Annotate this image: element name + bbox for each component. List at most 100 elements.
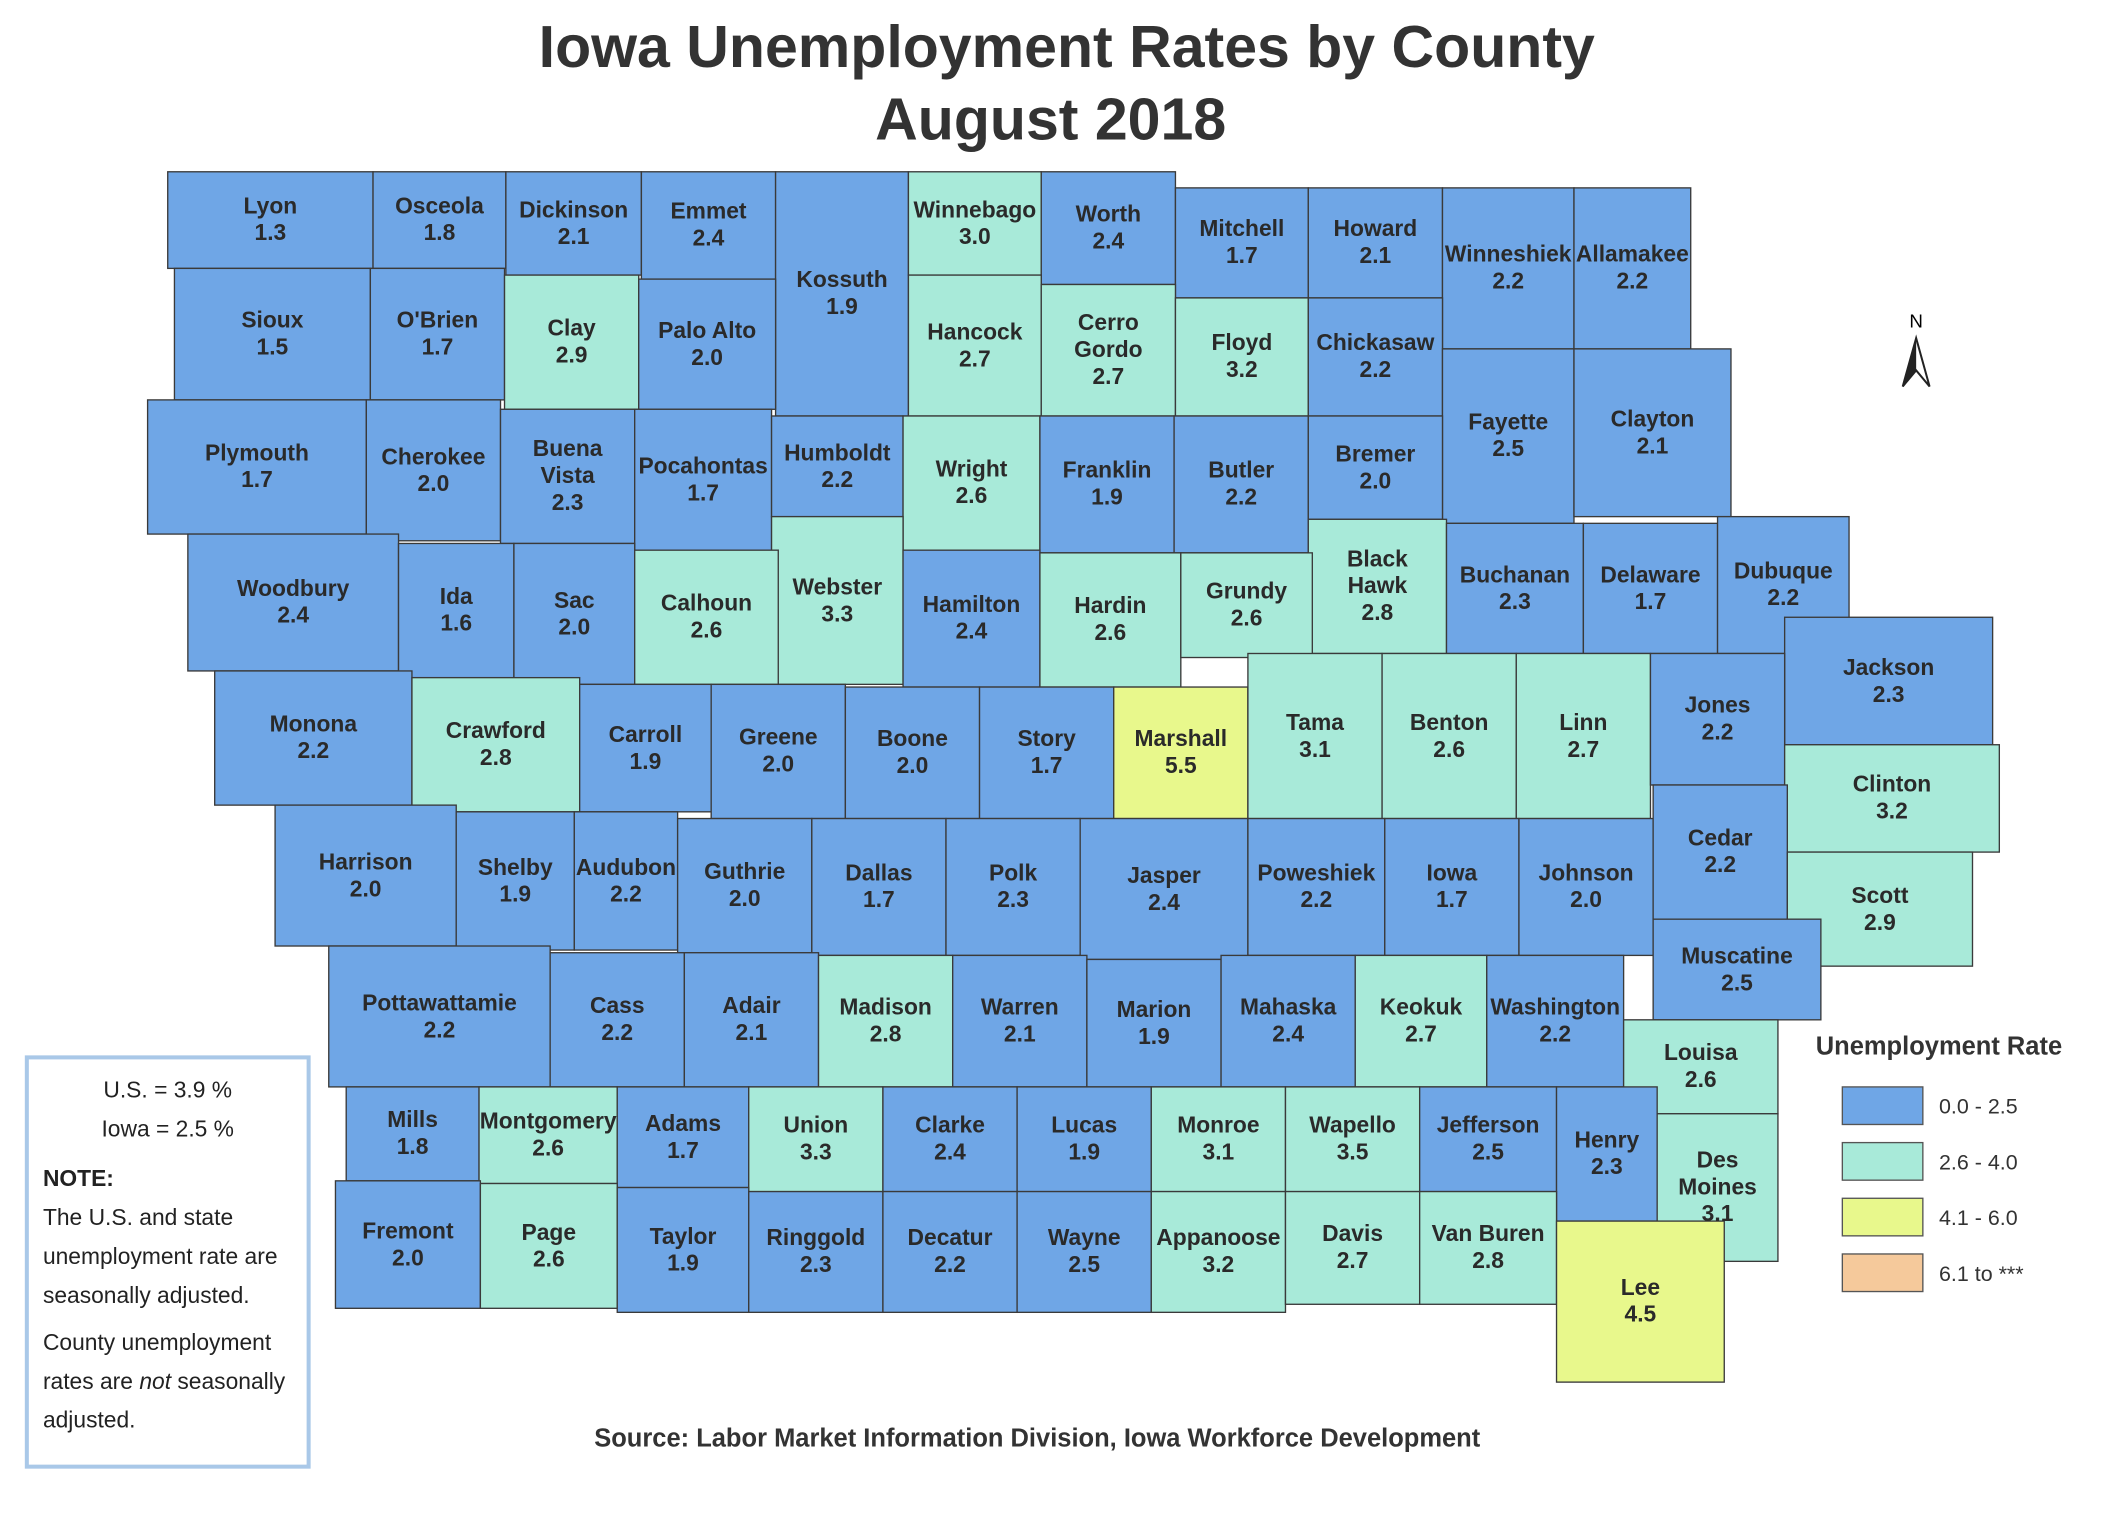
county [411, 676, 581, 813]
county-label-box: Adair 2.1 [664, 953, 838, 1087]
county [1384, 817, 1520, 957]
county-rate: 2.2 [1767, 585, 1800, 611]
county-label-box: Winneshiek 2.2 [1422, 188, 1594, 349]
county-label-box: Louisa 2.6 [1603, 1020, 1798, 1114]
county-rate: 4.5 [1624, 1301, 1657, 1328]
county-name: Delaware [1600, 561, 1701, 588]
county-rate: 2.0 [762, 751, 795, 777]
county-label-box: Monroe 3.1 [1131, 1087, 1305, 1192]
county-rate: 2.0 [1570, 886, 1602, 913]
county [573, 811, 679, 951]
county-name: Harrison [318, 848, 413, 875]
county [455, 811, 575, 951]
county [167, 171, 374, 270]
county [146, 399, 367, 535]
county [505, 171, 643, 276]
county-label-box: Page 2.6 [460, 1184, 637, 1309]
county-name: Warren [980, 994, 1059, 1020]
county-label-box: Madison 2.8 [798, 955, 972, 1087]
county-name: Greene [738, 724, 818, 751]
county [1555, 1220, 1725, 1383]
county [676, 817, 813, 954]
county-name: Pocahontas [638, 452, 768, 479]
county-name: Henry [1574, 1127, 1640, 1153]
county-name: Winneshiek [1444, 241, 1572, 268]
county-name: Dallas [845, 860, 913, 886]
county-rate: 2.2 [821, 466, 854, 492]
county-labels: Lyon1.3Osceola1.8Dickinson2.1Emmet2.4Kos… [205, 172, 2020, 1328]
county-rate: 2.4 [277, 602, 310, 628]
county-label-box: Scott 2.9 [1767, 852, 1992, 966]
county-label-box: Grundy 2.6 [1161, 553, 1333, 658]
county-rate: 2.4 [934, 1139, 966, 1165]
county-name: Jackson [1842, 654, 1935, 680]
county [1307, 415, 1444, 520]
county-name: Butler [1208, 457, 1275, 484]
county-rate: 2.2 [610, 880, 642, 907]
county-label-box: Kossuth 1.9 [755, 172, 928, 416]
county-label-box: Mahaska 2.4 [1201, 955, 1375, 1087]
county [1113, 686, 1249, 820]
county-rate: 2.4 [955, 618, 988, 645]
county [907, 274, 1042, 417]
county-label-box: O'Brien 1.7 [350, 268, 524, 400]
county-label-box: Sac 2.0 [494, 543, 655, 684]
county-rate: 1.7 [687, 479, 719, 506]
county-rate: 2.1 [557, 223, 590, 249]
county [978, 686, 1115, 820]
county-label-box: Floyd 3.2 [1155, 298, 1328, 416]
county-label-box: Clinton 3.2 [1765, 745, 2020, 852]
county-label-box: Iowa 1.7 [1365, 819, 1539, 956]
county [902, 549, 1041, 688]
county-rate: 2.2 [297, 738, 330, 764]
county-label-box: Muscatine 2.5 [1633, 919, 1841, 1020]
county [616, 1186, 750, 1314]
county-label-box: Jefferson 2.5 [1400, 1087, 1577, 1192]
county-label-box: Allamakee 2.2 [1554, 188, 1711, 349]
county-name: Buchanan [1459, 561, 1571, 588]
county-name: Cherokee [381, 443, 486, 469]
county [1016, 1086, 1152, 1193]
county-rate: 3.0 [958, 223, 991, 249]
county-name: Union [783, 1112, 849, 1138]
county [579, 683, 712, 813]
county-name: Johnson [1538, 860, 1634, 886]
county-label-box: Carroll 1.9 [560, 684, 732, 811]
county-label-box: Buchanan 2.3 [1426, 523, 1603, 653]
county-name: Ringgold [766, 1225, 866, 1251]
county-name: Polk [988, 860, 1038, 886]
county-rate: 1.7 [1030, 752, 1063, 779]
county [173, 267, 372, 401]
county-label-box: Harrison 2.0 [255, 805, 476, 946]
county-label-box: Mitchell 1.7 [1155, 188, 1328, 298]
county-rate: 2.7 [958, 345, 991, 372]
county-rate: 2.6 [532, 1135, 564, 1161]
county-rate: 1.7 [241, 466, 273, 493]
county-rate: 2.0 [349, 875, 382, 902]
county-name: Franklin [1062, 457, 1152, 484]
